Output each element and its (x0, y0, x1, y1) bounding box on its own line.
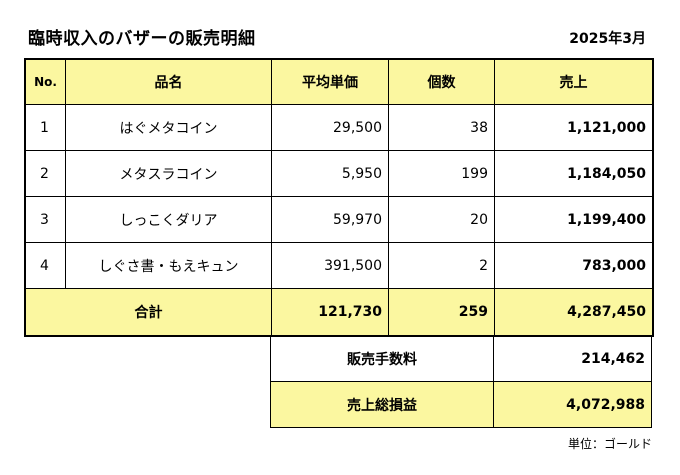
row-sales: 1,121,000 (494, 104, 653, 151)
row-avg-price: 59,970 (271, 196, 389, 243)
row-count: 20 (388, 196, 495, 243)
row-no: 1 (25, 104, 66, 151)
sales-table: No. 品名 平均単価 個数 売上 1 はぐメタコイン 29,500 38 1,… (24, 58, 654, 337)
report-date: 2025年3月 (569, 31, 646, 47)
col-header-name: 品名 (65, 59, 272, 105)
total-sales: 4,287,450 (494, 288, 653, 336)
row-no: 2 (25, 150, 66, 197)
table-row: 4 しぐさ書・もえキュン 391,500 2 783,000 (25, 242, 653, 289)
table-header-row: No. 品名 平均単価 個数 売上 (25, 59, 653, 105)
row-sales: 783,000 (494, 242, 653, 289)
profit-label: 売上総損益 (270, 381, 494, 428)
row-sales: 1,199,400 (494, 196, 653, 243)
row-item-name: はぐメタコイン (65, 104, 272, 151)
table-row: 3 しっこくダリア 59,970 20 1,199,400 (25, 196, 653, 243)
col-header-price: 平均単価 (271, 59, 389, 105)
row-count: 199 (388, 150, 495, 197)
summary-table: 販売手数料 214,462 売上総損益 4,072,988 (270, 335, 652, 428)
row-item-name: しっこくダリア (65, 196, 272, 243)
row-sales: 1,184,050 (494, 150, 653, 197)
row-item-name: メタスラコイン (65, 150, 272, 197)
total-row: 合計 121,730 259 4,287,450 (25, 288, 653, 336)
fee-row: 販売手数料 214,462 (270, 335, 652, 382)
table-row: 1 はぐメタコイン 29,500 38 1,121,000 (25, 104, 653, 151)
row-count: 2 (388, 242, 495, 289)
col-header-count: 個数 (388, 59, 495, 105)
fee-value: 214,462 (493, 335, 652, 382)
row-item-name: しぐさ書・もえキュン (65, 242, 272, 289)
row-count: 38 (388, 104, 495, 151)
unit-note: 単位：ゴールド (567, 437, 652, 451)
profit-row: 売上総損益 4,072,988 (270, 381, 652, 428)
col-header-sales: 売上 (494, 59, 653, 105)
profit-value: 4,072,988 (493, 381, 652, 428)
row-no: 4 (25, 242, 66, 289)
fee-label: 販売手数料 (270, 335, 494, 382)
col-header-no: No. (25, 59, 66, 105)
row-no: 3 (25, 196, 66, 243)
total-count: 259 (388, 288, 495, 336)
table-row: 2 メタスラコイン 5,950 199 1,184,050 (25, 150, 653, 197)
row-avg-price: 5,950 (271, 150, 389, 197)
row-avg-price: 391,500 (271, 242, 389, 289)
total-avg-price: 121,730 (271, 288, 389, 336)
page-title: 臨時収入のバザーの販売明細 (28, 29, 256, 49)
total-label: 合計 (25, 288, 272, 336)
row-avg-price: 29,500 (271, 104, 389, 151)
